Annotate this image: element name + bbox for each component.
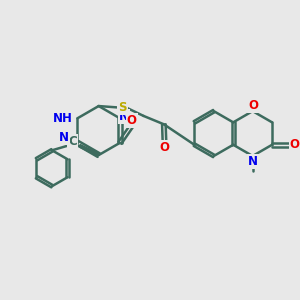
Text: O: O bbox=[127, 114, 137, 127]
Text: N: N bbox=[119, 110, 129, 123]
Text: NH: NH bbox=[53, 112, 73, 125]
Text: O: O bbox=[248, 99, 258, 112]
Text: S: S bbox=[118, 101, 127, 114]
Text: N: N bbox=[59, 130, 69, 144]
Text: C: C bbox=[68, 135, 77, 148]
Text: N: N bbox=[248, 155, 258, 168]
Text: O: O bbox=[160, 141, 170, 154]
Text: O: O bbox=[290, 138, 300, 151]
